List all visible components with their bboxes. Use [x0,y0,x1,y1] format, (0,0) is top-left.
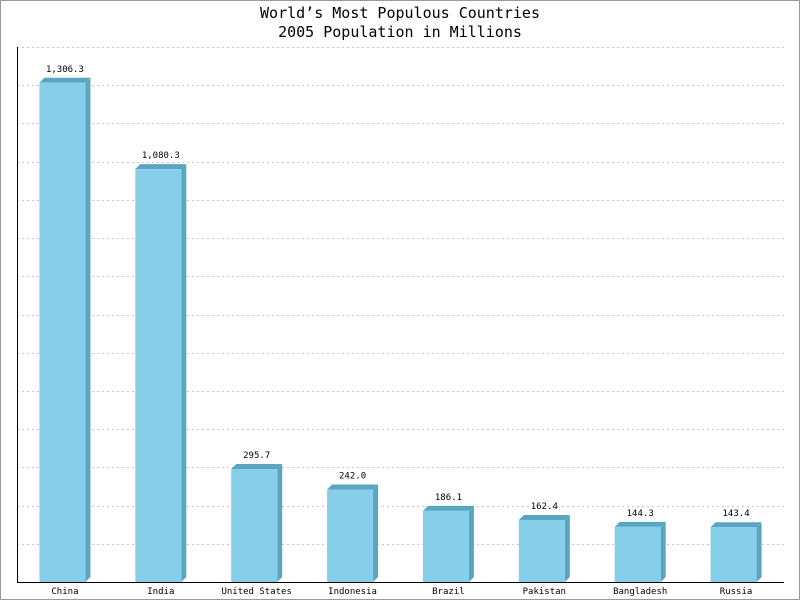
data-label: 143.4 [723,509,750,519]
bar-top [135,164,187,170]
bar-side [277,464,283,582]
bar-top [327,484,379,490]
bar-top [231,464,283,470]
data-label: 242.0 [339,472,366,482]
bar-side [181,164,187,582]
x-tick-label: India [147,587,174,597]
data-label: 144.3 [627,509,654,519]
x-tick-label: Bangladesh [613,587,667,597]
bar [135,169,182,582]
bar [518,519,565,582]
bar [614,526,661,582]
x-tick-label: Brazil [432,587,465,597]
x-tick-label: Pakistan [523,587,566,597]
x-tick-label: China [51,587,78,597]
bar [327,489,374,582]
data-label: 186.1 [435,493,462,503]
chart-subtitle: 2005 Population in Millions [278,23,522,41]
bar-side [564,514,570,582]
bar-side [373,484,379,582]
data-label: 162.4 [531,502,558,512]
x-tick-label: Indonesia [328,587,377,597]
bar-top [422,505,474,511]
data-label: 1,306.3 [46,65,84,75]
bar [422,510,469,582]
bar-top [39,77,91,83]
bar [231,469,278,582]
bar [39,82,86,582]
bar-side [468,505,474,582]
bar-side [756,522,762,582]
bar-side [660,521,666,582]
x-tick-label: United States [221,587,291,597]
bar [710,527,757,582]
x-tick-label: Russia [720,587,753,597]
bar-side [85,77,91,582]
chart-title: World’s Most Populous Countries [260,4,540,22]
bar-top [518,514,570,520]
bar-top [614,521,666,527]
data-label: 295.7 [243,451,270,461]
bar-top [710,522,762,528]
data-label: 1,080.3 [142,151,180,161]
